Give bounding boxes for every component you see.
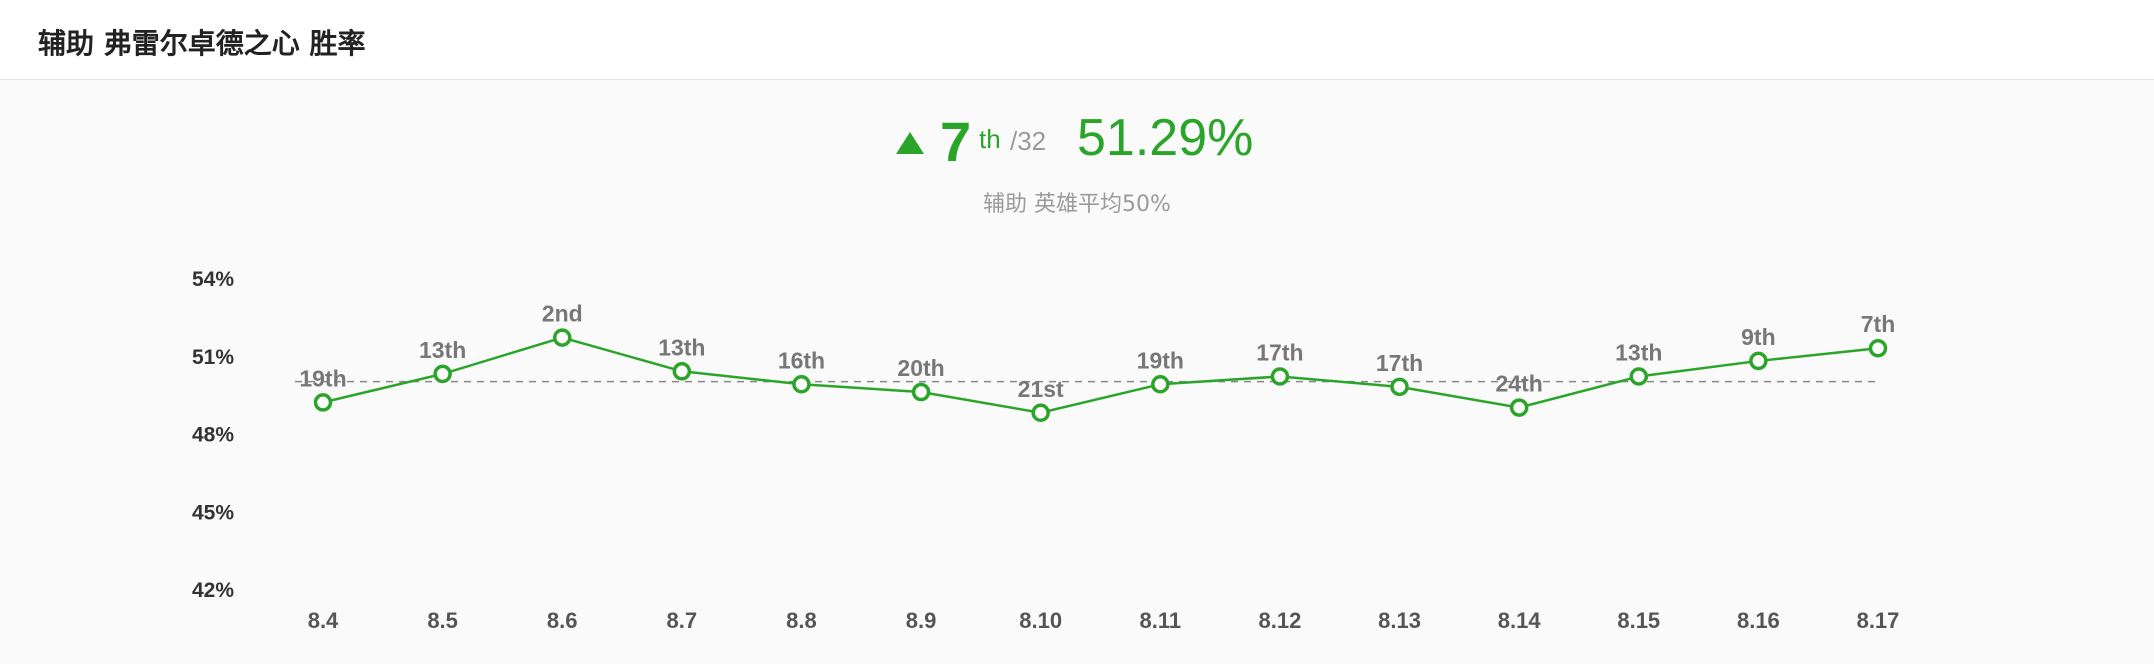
- point-rank-label: 24th: [1496, 371, 1543, 397]
- point-rank-label: 13th: [1615, 339, 1662, 365]
- x-tick-label: 8.11: [1140, 608, 1182, 633]
- series-line: [322, 336, 1879, 415]
- data-point[interactable]: [1749, 351, 1768, 371]
- y-tick-label: 48%: [192, 424, 234, 447]
- data-point[interactable]: [1390, 377, 1409, 397]
- point-rank-label: 21st: [1018, 376, 1064, 402]
- rank-total: /32: [1010, 126, 1047, 156]
- point-rank-label: 13th: [658, 334, 705, 360]
- data-point[interactable]: [911, 382, 931, 402]
- page-title: 辅助 弗雷尔卓德之心 胜率: [38, 27, 366, 60]
- data-point[interactable]: [1868, 338, 1888, 358]
- point-rank-label: 7th: [1861, 311, 1896, 337]
- data-point[interactable]: [1629, 367, 1649, 386]
- data-point[interactable]: [792, 375, 811, 394]
- rank-number: 7: [940, 110, 972, 173]
- data-point[interactable]: [1151, 375, 1170, 394]
- point-label-layer: 19th 13th 2nd 13th 16th 20th 21st 19th 17th 17th 2…: [299, 301, 1895, 402]
- x-tick-label: 8.8: [786, 608, 817, 633]
- x-tick-label: 8.5: [427, 608, 458, 633]
- rank-up-arrow-icon: [896, 132, 924, 154]
- x-tick-label: 8.17: [1857, 608, 1900, 633]
- point-rank-label: 16th: [778, 347, 825, 373]
- win-rate-value: 51.29%: [1077, 109, 1254, 167]
- data-point[interactable]: [1031, 403, 1050, 423]
- point-rank-label: 13th: [419, 337, 466, 363]
- x-tick-label: 8.16: [1737, 608, 1780, 633]
- rank-suffix: th: [979, 124, 1001, 154]
- header-bar: 辅助 弗雷尔卓德之心 胜率: [0, 0, 2154, 80]
- y-tick-label: 54%: [192, 268, 234, 291]
- x-tick-label: 8.10: [1019, 608, 1062, 633]
- x-tick-label: 8.7: [667, 608, 698, 633]
- rank-summary: 7 th /32 51.29%: [0, 104, 2154, 184]
- x-tick-label: 8.13: [1378, 608, 1421, 633]
- y-tick-label: 42%: [192, 579, 234, 602]
- point-rank-label: 19th: [1137, 347, 1184, 373]
- x-tick-label: 8.4: [308, 608, 339, 633]
- y-axis: 54% 51% 48% 45% 42%: [192, 268, 234, 602]
- x-tick-label: 8.15: [1617, 608, 1660, 633]
- data-point[interactable]: [433, 364, 452, 384]
- x-tick-label: 8.6: [547, 608, 578, 633]
- point-rank-label: 2nd: [542, 301, 583, 327]
- x-axis: 8.4 8.5 8.6 8.7 8.8 8.9 8.10 8.11 8.12 8.13 8.14 8.…: [308, 608, 1900, 633]
- y-tick-label: 51%: [192, 346, 234, 369]
- point-rank-label: 19th: [299, 365, 346, 391]
- data-point[interactable]: [1509, 398, 1529, 417]
- x-tick-label: 8.14: [1498, 608, 1542, 633]
- series-line-layer: [322, 336, 1879, 415]
- data-point[interactable]: [313, 393, 333, 412]
- data-point[interactable]: [672, 362, 692, 381]
- x-tick-label: 8.9: [906, 608, 937, 633]
- series-point-layer: [313, 328, 1888, 423]
- x-tick-label: 8.12: [1259, 608, 1302, 633]
- point-rank-label: 9th: [1741, 324, 1776, 350]
- data-point[interactable]: [1270, 367, 1290, 386]
- point-rank-label: 20th: [897, 355, 944, 381]
- average-subtitle: 辅助 英雄平均50%: [983, 192, 1171, 217]
- data-point[interactable]: [552, 328, 572, 347]
- y-tick-label: 45%: [192, 501, 234, 524]
- point-rank-label: 17th: [1256, 339, 1303, 365]
- point-rank-label: 17th: [1376, 350, 1423, 376]
